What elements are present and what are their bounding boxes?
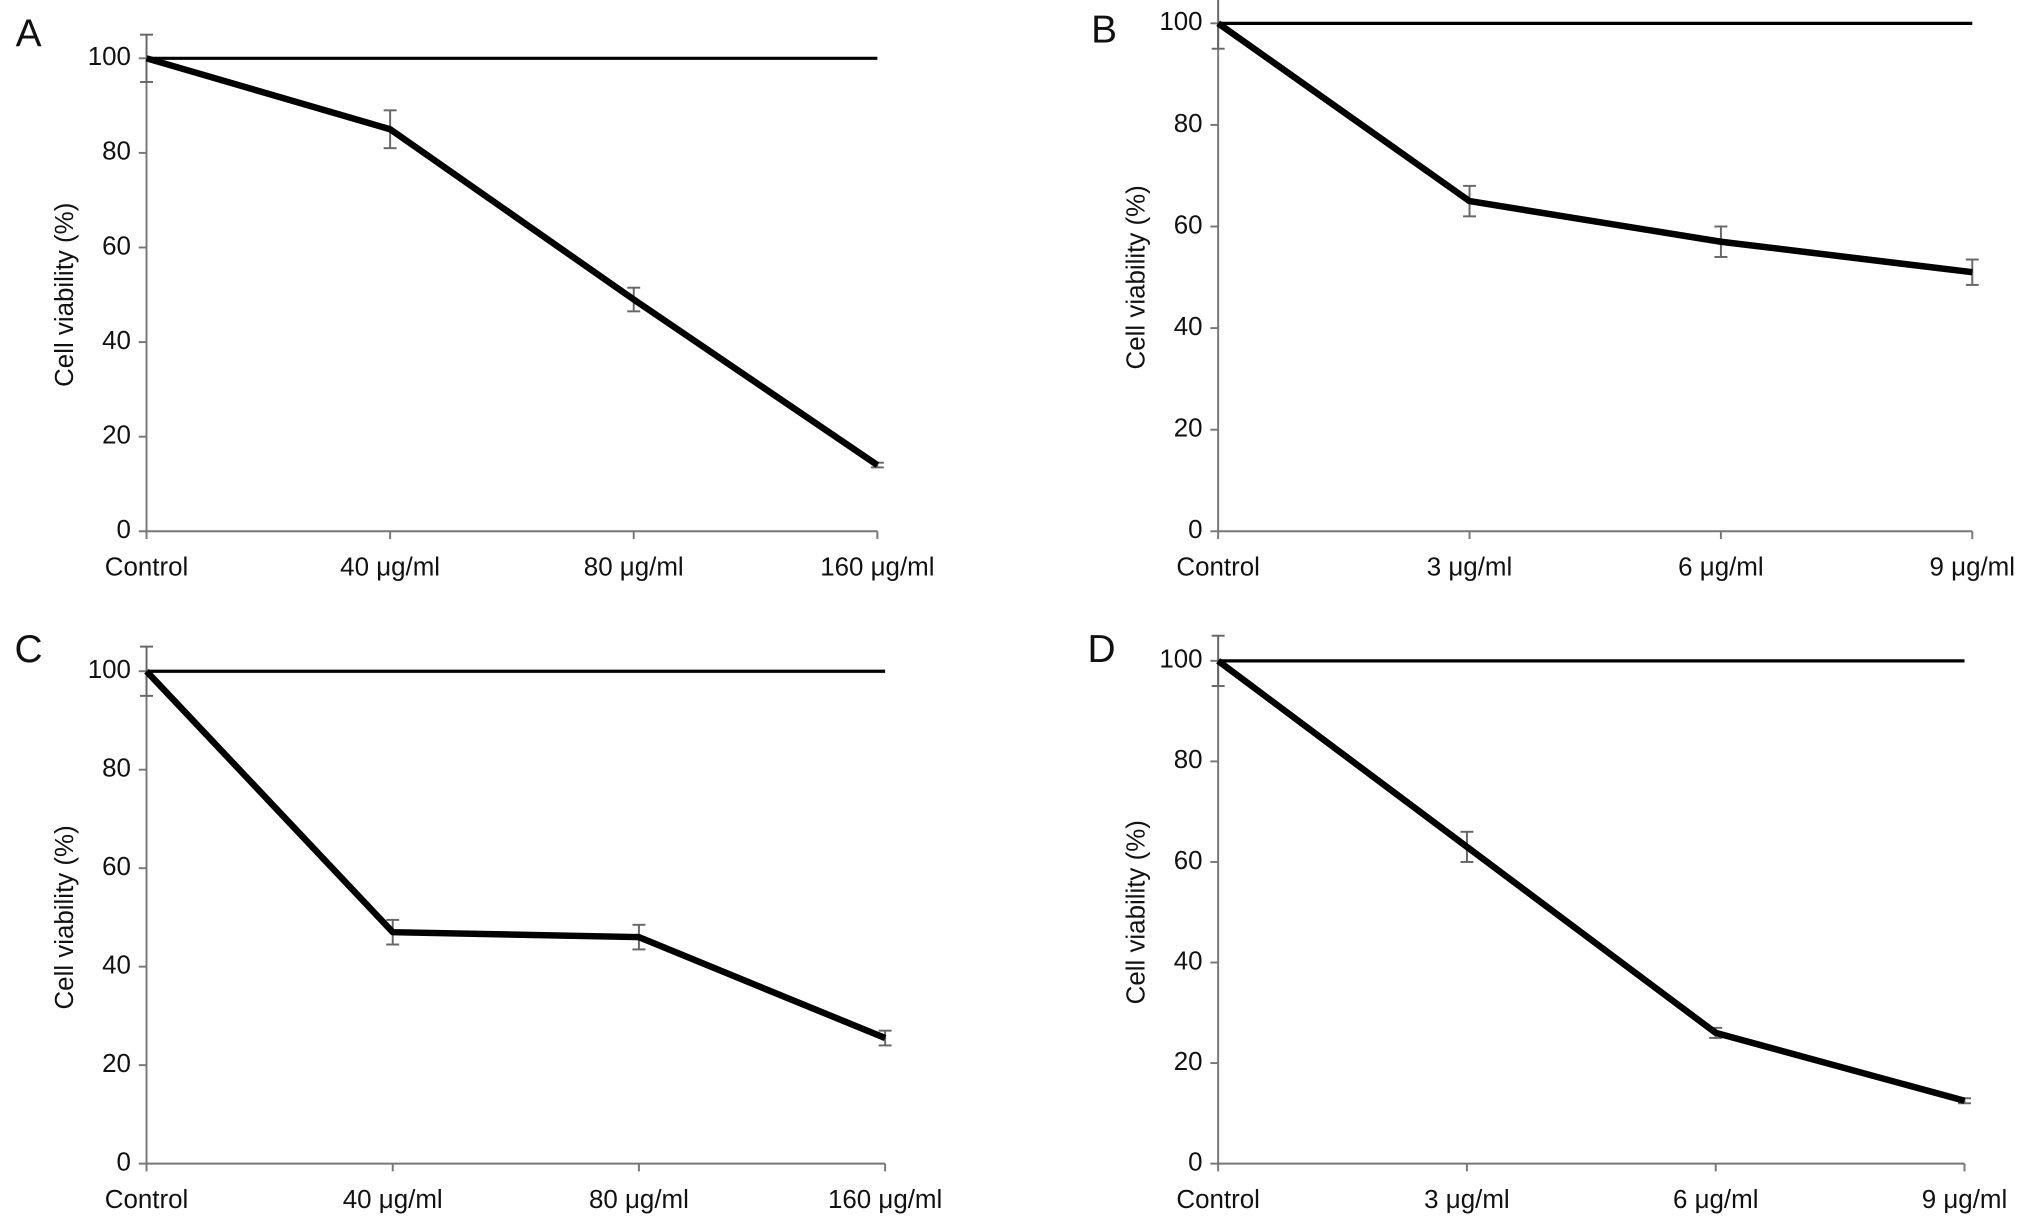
y-tick-label: 60 (102, 853, 131, 881)
y-tick-label: 80 (1174, 110, 1203, 138)
y-tick-label: 40 (102, 952, 131, 980)
x-tick-label: Control (1176, 554, 1260, 582)
x-tick-label: 80 μg/ml (584, 554, 684, 582)
x-tick-label: 80 μg/ml (589, 1186, 689, 1214)
x-tick-label: 9 μg/ml (1922, 1186, 2007, 1214)
x-tick-label: 40 μg/ml (340, 554, 440, 582)
x-tick-label: 40 μg/ml (343, 1186, 443, 1214)
y-tick-label: 20 (1174, 415, 1203, 443)
y-tick-label: 40 (102, 327, 131, 355)
y-tick-label: 40 (1174, 947, 1203, 975)
x-tick-label: Control (1176, 1186, 1260, 1214)
y-axis-title: Cell viability (%) (1123, 185, 1151, 369)
y-tick-label: 0 (117, 516, 131, 544)
y-axis-title: Cell viability (%) (51, 203, 79, 387)
x-tick-label: Control (105, 554, 189, 582)
y-tick-label: 0 (117, 1148, 131, 1176)
panel-label: B (1091, 9, 1117, 52)
y-tick-label: 100 (88, 656, 131, 684)
y-tick-label: 100 (1159, 646, 1202, 674)
x-tick-label: 3 μg/ml (1427, 554, 1512, 582)
y-tick-label: 100 (1159, 8, 1202, 36)
x-tick-label: 3 μg/ml (1424, 1186, 1509, 1214)
y-axis-title: Cell viability (%) (51, 825, 79, 1009)
x-tick-label: Control (105, 1186, 189, 1214)
y-tick-label: 100 (88, 43, 131, 71)
error-bar (878, 1029, 892, 1047)
data-line (145, 55, 880, 468)
error-bar (1211, 0, 1225, 50)
y-axis-title: Cell viability (%) (1123, 820, 1151, 1004)
y-tick-label: 80 (102, 755, 131, 783)
y-tick-label: 20 (1174, 1048, 1203, 1076)
data-line (1216, 658, 1966, 1104)
y-tick-label: 80 (1174, 746, 1203, 774)
y-tick-label: 0 (1188, 516, 1202, 544)
y-tick-label: 20 (102, 1050, 131, 1078)
data-line (144, 668, 887, 1042)
y-tick-label: 40 (1174, 313, 1203, 341)
panel-label: D (1087, 628, 1115, 671)
y-tick-label: 60 (1174, 211, 1203, 239)
y-tick-label: 20 (102, 422, 131, 450)
y-tick-label: 80 (102, 138, 131, 166)
x-tick-label: 6 μg/ml (1673, 1186, 1758, 1214)
y-tick-label: 60 (102, 232, 131, 260)
x-tick-label: 6 μg/ml (1678, 554, 1763, 582)
y-tick-label: 0 (1188, 1148, 1202, 1176)
data-line (1216, 20, 1973, 276)
x-tick-label: 160 μg/ml (820, 554, 934, 582)
y-tick-label: 60 (1174, 847, 1203, 875)
panel-label: A (16, 13, 42, 56)
x-tick-label: 160 μg/ml (828, 1186, 942, 1214)
panel-label: C (15, 628, 43, 671)
x-tick-label: 9 μg/ml (1930, 554, 2015, 582)
